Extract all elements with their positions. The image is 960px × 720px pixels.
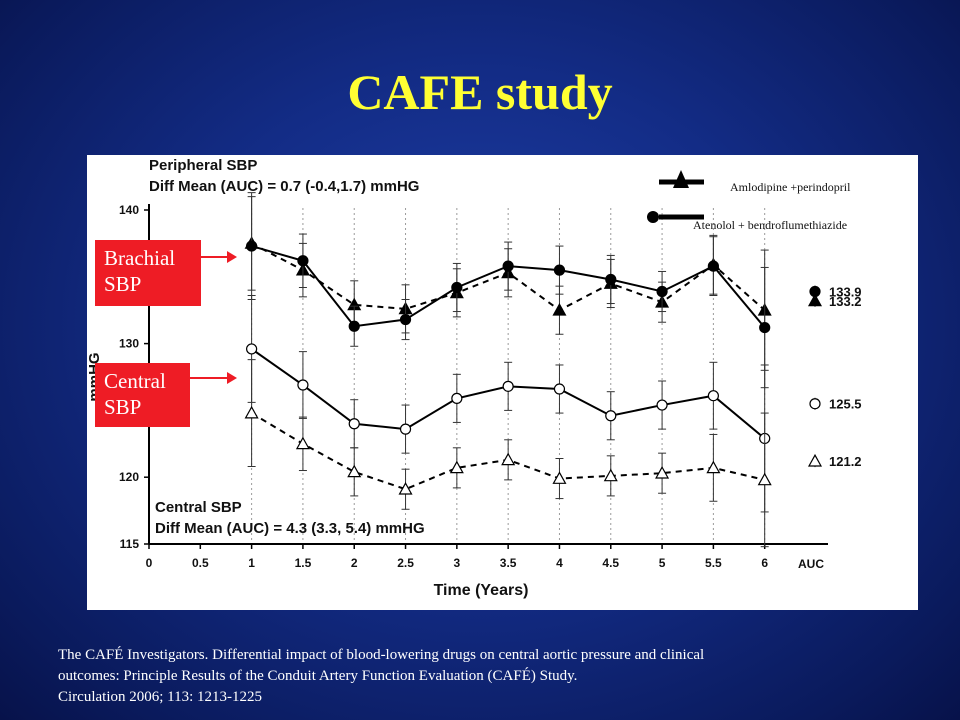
data-point-1-0 (246, 240, 258, 252)
y-tick-label-2: 130 (119, 337, 139, 351)
brachial-callout-line-1: Brachial (104, 246, 176, 270)
data-point-2-1 (297, 379, 309, 391)
data-point-3-9 (706, 460, 721, 474)
data-point-2-2 (348, 418, 360, 430)
data-point-3-6 (552, 471, 567, 484)
x-tick-label-7: 3.5 (500, 556, 517, 570)
brachial-callout-arrow (201, 251, 237, 263)
data-point-2-0 (246, 343, 258, 355)
central-callout-line-1: Central (104, 369, 166, 393)
data-point-3-0 (244, 405, 259, 419)
x-tick-label-9: 4.5 (602, 556, 619, 570)
auc-point-1 (809, 285, 821, 298)
reference-citation: The CAFÉ Investigators. Differential imp… (58, 645, 948, 708)
data-point-3-2 (347, 464, 362, 478)
auc-label-0: 133.2 (829, 294, 862, 309)
central-sbp-callout: Central SBP (95, 363, 190, 427)
legend-entry-atenolol: Atenolol + bendroflumethiazide (693, 218, 847, 232)
peripheral-diff: Diff Mean (AUC) = 0.7 (-0.4,1.7) mmHG (149, 178, 419, 195)
central-callout-arrow (190, 372, 237, 384)
series-peripheral-circle (246, 192, 771, 389)
x-axis-label: Time (Years) (434, 582, 529, 599)
central-title: Central SBP (155, 499, 242, 516)
x-tick-label-0: 0 (146, 556, 153, 570)
chart-panel: 115 120 130 140 0 0.5 1 1.5 2 2.5 3 3.5 4 4.5 5 5.5 6 13… (87, 155, 918, 610)
y-tick-label-3: 140 (119, 203, 139, 217)
x-tick-label-3: 1.5 (295, 556, 312, 570)
reference-line-2: outcomes: Principle Results of the Condu… (58, 668, 578, 684)
data-point-2-8 (656, 399, 668, 411)
data-point-3-10 (757, 472, 772, 486)
x-tick-label-8: 4 (556, 556, 563, 570)
data-point-3-5 (501, 452, 516, 466)
x-tick-label-4: 2 (351, 556, 358, 570)
legend-entry-amlodipine: Amlodipine +perindopril (730, 180, 851, 194)
x-tick-label-11: 5.5 (705, 556, 722, 570)
reference-line-3: Circulation 2006; 113: 1213-1225 (58, 689, 263, 705)
data-point-3-1 (295, 436, 310, 450)
auc-point-2 (809, 398, 821, 410)
data-point-1-1 (297, 255, 309, 267)
data-point-2-5 (502, 380, 514, 392)
data-point-2-3 (399, 423, 412, 435)
auc-point-0 (807, 293, 823, 307)
x-tick-label-1: 0.5 (192, 556, 209, 570)
x-tick-label-2: 1 (248, 556, 255, 570)
data-point-1-10 (759, 321, 771, 334)
data-point-1-6 (553, 264, 566, 276)
data-point-1-3 (399, 313, 412, 326)
data-point-3-4 (449, 460, 464, 474)
data-point-0-6 (552, 302, 567, 316)
auc-axis-label: AUC (798, 557, 824, 571)
slide-title: CAFE study (347, 64, 613, 120)
data-point-3-8 (655, 465, 670, 479)
data-point-1-9 (707, 260, 719, 272)
auc-point-3 (807, 453, 823, 467)
data-point-2-4 (451, 392, 463, 404)
brachial-sbp-callout: Brachial SBP (95, 240, 201, 306)
y-tick-label-1: 120 (119, 470, 139, 484)
auc-label-1: 133.9 (829, 284, 862, 299)
auc-label-2: 125.5 (829, 397, 862, 412)
central-diff: Diff Mean (AUC) = 4.3 (3.3, 5.4) mmHG (155, 520, 425, 537)
y-tick-label-0: 115 (120, 537, 140, 551)
data-point-2-6 (553, 383, 566, 395)
sbp-line-chart: 115 120 130 140 0 0.5 1 1.5 2 2.5 3 3.5 4 4.5 5 5.5 6 13… (87, 157, 862, 599)
peripheral-title: Peripheral SBP (149, 157, 257, 174)
data-point-1-4 (451, 281, 463, 294)
data-point-3-3 (398, 481, 413, 495)
data-point-1-2 (348, 320, 360, 332)
x-tick-label-6: 3 (454, 556, 461, 570)
data-point-2-9 (707, 390, 719, 402)
legend-triangle-marker (673, 170, 689, 188)
auc-label-3: 121.2 (829, 454, 862, 469)
data-point-3-7 (603, 468, 618, 482)
x-tick-label-10: 5 (659, 556, 666, 570)
data-point-1-5 (502, 260, 514, 272)
x-tick-label-12: 6 (761, 556, 768, 570)
data-point-1-7 (605, 273, 617, 286)
x-tick-label-5: 2.5 (397, 556, 414, 570)
data-point-1-8 (656, 285, 668, 298)
data-point-2-7 (605, 410, 617, 422)
series-central-triangle (244, 359, 772, 548)
brachial-callout-line-2: SBP (104, 272, 142, 296)
legend-circle-marker (647, 211, 659, 223)
central-callout-line-2: SBP (104, 395, 142, 419)
reference-line-1: The CAFÉ Investigators. Differential imp… (58, 647, 705, 663)
